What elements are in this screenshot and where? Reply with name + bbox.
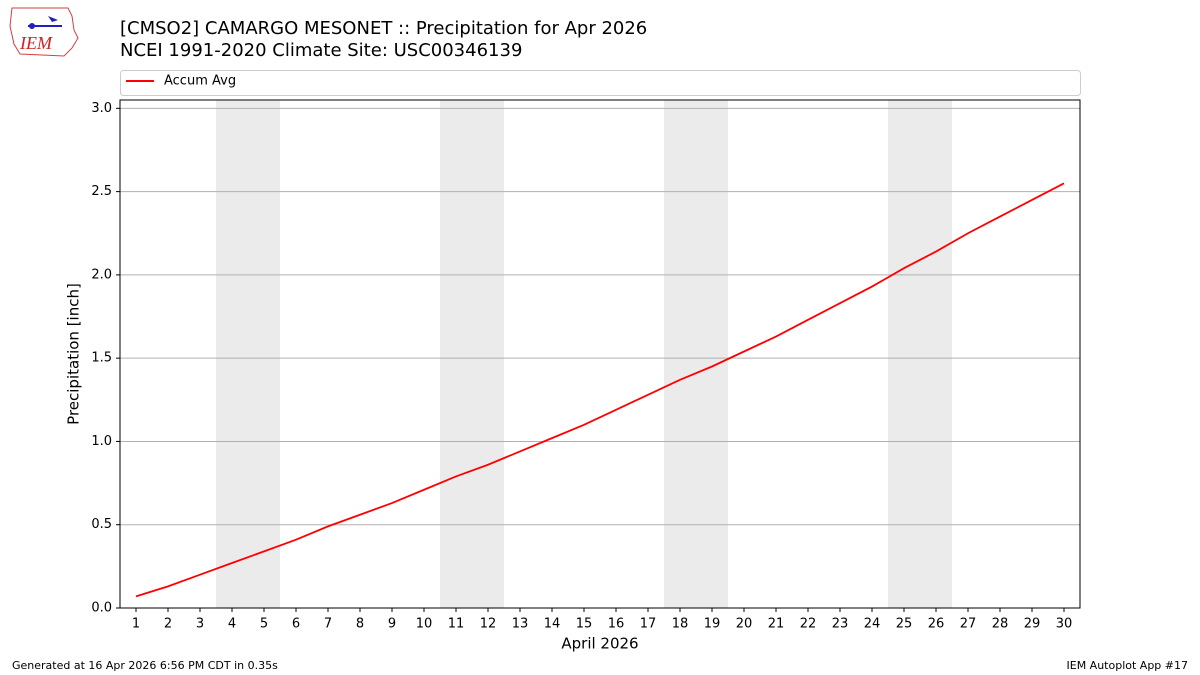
x-tick-label: 24 [864,617,881,632]
legend-label: Accum Avg [164,74,236,89]
x-tick-label: 16 [608,617,625,632]
y-tick-label: 0.0 [91,601,112,616]
logo-icon [29,23,35,29]
x-tick-label: 13 [512,617,529,632]
weekend-shade [440,100,504,608]
x-tick-label: 14 [544,617,561,632]
x-tick-label: 1 [132,617,140,632]
x-tick-label: 19 [704,617,721,632]
x-tick-label: 21 [768,617,785,632]
footer-right: IEM Autoplot App #17 [1067,659,1189,672]
x-tick-label: 18 [672,617,689,632]
x-tick-label: 17 [640,617,657,632]
y-tick-label: 2.5 [91,184,112,199]
x-tick-label: 2 [164,617,172,632]
weekend-shade [888,100,952,608]
x-tick-label: 10 [416,617,433,632]
x-tick-label: 9 [388,617,396,632]
y-tick-label: 1.5 [91,351,112,366]
y-tick-label: 0.5 [91,517,112,532]
x-tick-label: 12 [480,617,497,632]
x-tick-label: 8 [356,617,364,632]
data-line [135,182,1065,598]
logo-icon [48,16,58,22]
x-axis-label: April 2026 [561,635,638,653]
chart-subtitle: NCEI 1991-2020 Climate Site: USC00346139 [120,40,522,61]
y-tick-label: 1.0 [91,434,112,449]
logo: IEM [9,7,79,57]
y-tick-label: 3.0 [91,101,112,116]
x-tick-label: 29 [1024,617,1041,632]
x-tick-label: 30 [1056,617,1073,632]
y-axis-label: Precipitation [inch] [65,283,83,425]
footer-left: Generated at 16 Apr 2026 6:56 PM CDT in … [12,659,278,672]
chart-title: [CMSO2] CAMARGO MESONET :: Precipitation… [120,18,647,39]
x-tick-label: 22 [800,617,817,632]
legend-box [120,70,1081,96]
x-tick-label: 27 [960,617,977,632]
x-tick-label: 7 [324,617,332,632]
x-tick-label: 6 [292,617,300,632]
x-tick-label: 23 [832,617,849,632]
logo-outline [9,7,79,57]
x-tick-label: 4 [228,617,236,632]
weekend-shade [216,100,280,608]
x-tick-label: 11 [448,617,465,632]
logo-text: IEM [19,33,53,53]
y-tick-label: 2.0 [91,267,112,282]
x-tick-label: 15 [576,617,593,632]
x-tick-label: 20 [736,617,753,632]
x-tick-label: 26 [928,617,945,632]
x-tick-label: 5 [260,617,268,632]
plot-frame [119,99,1081,609]
weekend-shade [664,100,728,608]
x-tick-label: 25 [896,617,913,632]
x-tick-label: 28 [992,617,1009,632]
x-tick-label: 3 [196,617,204,632]
